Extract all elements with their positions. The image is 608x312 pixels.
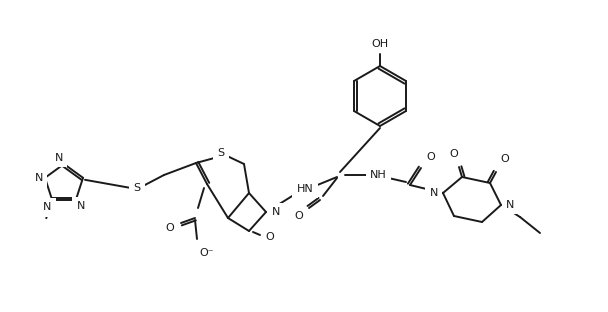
Text: N: N [430, 188, 438, 198]
Text: O: O [450, 149, 458, 159]
Text: N: N [506, 200, 514, 210]
Text: HN: HN [297, 184, 313, 194]
Text: O: O [165, 223, 174, 233]
Text: O: O [294, 211, 303, 221]
Text: O: O [500, 154, 509, 164]
Text: S: S [133, 183, 140, 193]
Text: OH: OH [371, 39, 389, 49]
Text: N: N [272, 207, 280, 217]
Text: N: N [55, 153, 63, 163]
Text: O: O [265, 232, 274, 242]
Text: NH: NH [370, 170, 387, 180]
Text: O: O [426, 152, 435, 162]
Text: S: S [218, 148, 224, 158]
Text: N: N [77, 201, 85, 211]
Text: O⁻: O⁻ [199, 248, 213, 258]
Text: N: N [35, 173, 43, 183]
Text: N: N [43, 202, 51, 212]
